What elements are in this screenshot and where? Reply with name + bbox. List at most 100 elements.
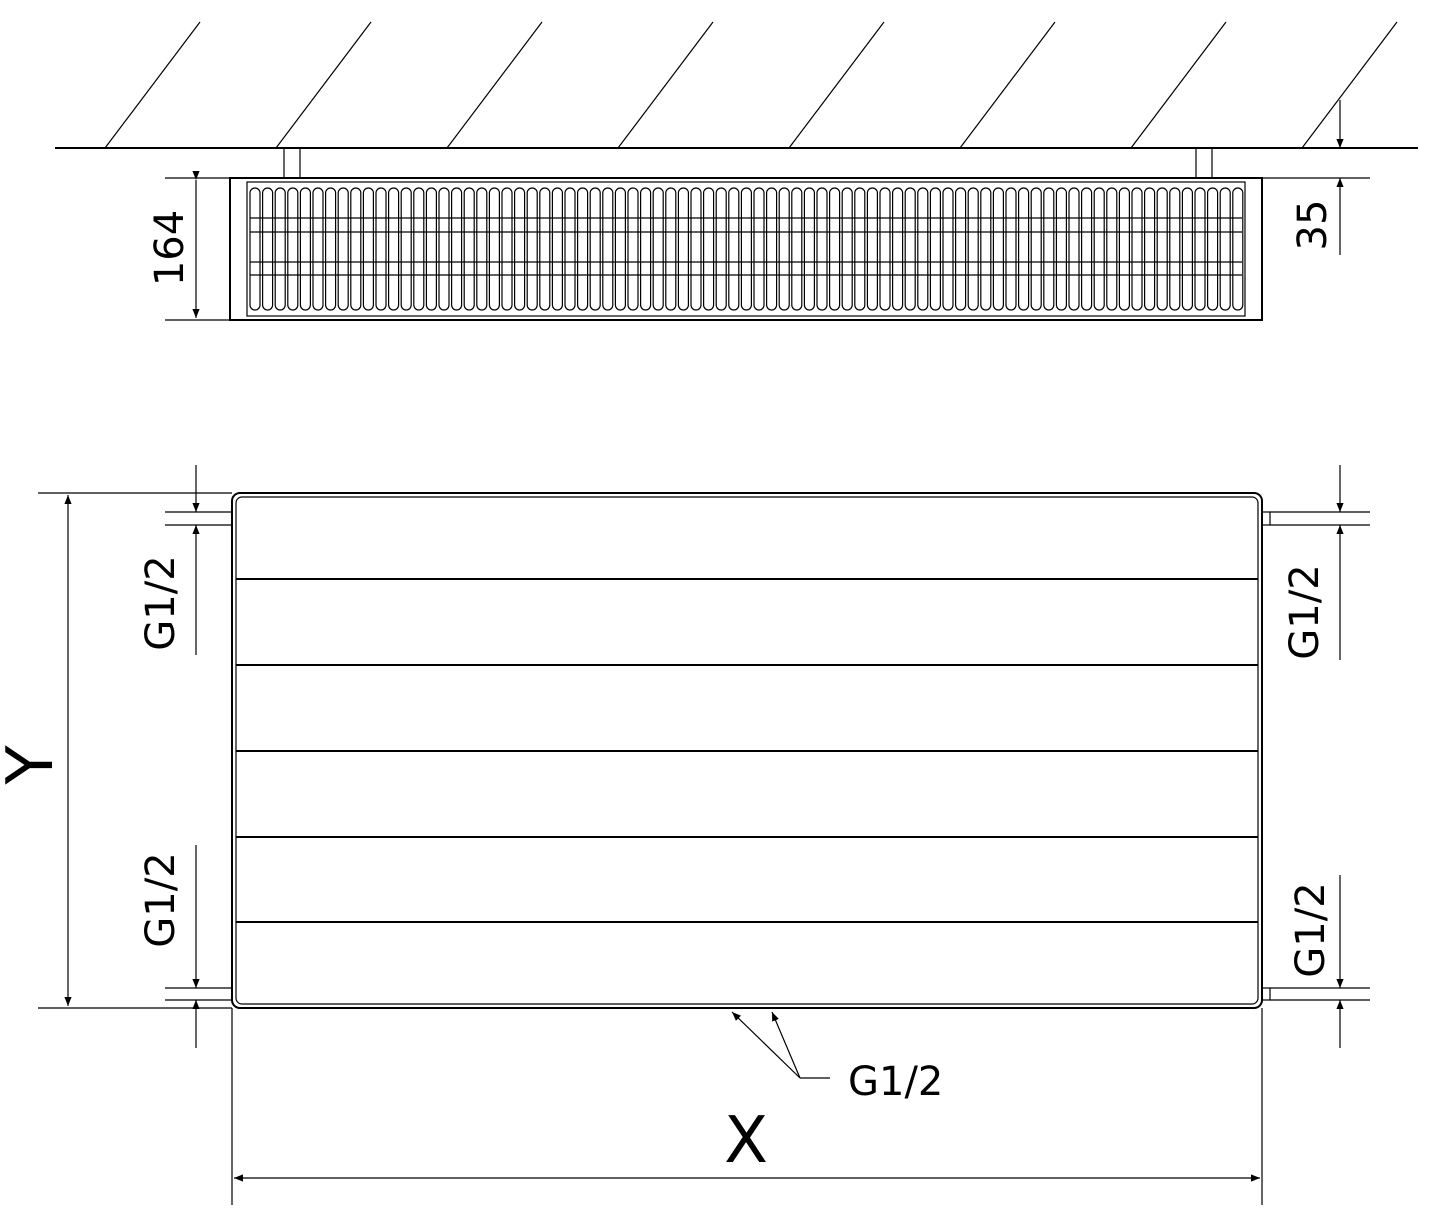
fin: [249, 187, 261, 311]
convector-fins: [249, 187, 1244, 311]
fin: [803, 187, 816, 311]
height-label: Y: [0, 745, 68, 786]
fin: [400, 187, 412, 311]
wall-gap-label: 35: [1290, 200, 1336, 251]
fin: [1143, 187, 1156, 311]
radiator-top-view: [229, 177, 1263, 321]
fin: [1118, 187, 1131, 311]
fin: [980, 187, 992, 311]
fin: [1093, 187, 1105, 311]
hatch-line: [788, 21, 885, 149]
fin: [602, 187, 614, 311]
fin: [816, 187, 828, 311]
left-bottom-connection-label: G1/2: [138, 852, 184, 947]
bottom-connection-label: G1/2: [848, 1059, 943, 1105]
fin: [1043, 187, 1055, 311]
radiator-front-view: [231, 492, 1271, 1009]
fin: [388, 187, 400, 311]
fin: [1030, 187, 1042, 311]
fin: [1106, 187, 1118, 311]
fin: [728, 187, 740, 311]
fin: [1005, 187, 1017, 311]
fin: [1068, 187, 1080, 311]
fin: [1232, 187, 1244, 311]
fin: [350, 187, 362, 311]
fin: [765, 187, 778, 311]
fin: [438, 187, 450, 311]
fin: [992, 187, 1005, 311]
fin: [929, 187, 942, 311]
fin: [841, 187, 853, 311]
hatch-line: [1301, 21, 1398, 149]
hatch-line: [959, 21, 1056, 149]
right-bottom-connection-label: G1/2: [1288, 882, 1334, 977]
width-dimension: X: [231, 1008, 1263, 1205]
fin: [425, 187, 437, 311]
left-top-connection-label: G1/2: [138, 555, 184, 650]
fin: [828, 187, 841, 311]
height-dimension: Y: [0, 492, 232, 1009]
fin: [652, 187, 664, 311]
fin: [513, 187, 526, 311]
bottom-connection-leader: G1/2: [731, 1011, 943, 1105]
fin: [954, 187, 967, 311]
fin: [614, 187, 627, 311]
right-bottom-connection-dimension: G1/2: [1270, 875, 1370, 1048]
fin: [715, 187, 727, 311]
wall-hatching: [104, 21, 1398, 149]
fin: [904, 187, 916, 311]
fin: [451, 187, 463, 311]
fin: [917, 187, 929, 311]
depth-label: 164: [147, 210, 193, 286]
fin: [866, 187, 879, 311]
fin: [627, 187, 639, 311]
fin: [677, 187, 690, 311]
hatch-line: [275, 21, 372, 149]
fin: [690, 187, 702, 311]
hatch-line: [617, 21, 714, 149]
fin: [262, 187, 274, 311]
fin: [879, 187, 891, 311]
fin: [778, 187, 790, 311]
fin: [413, 187, 425, 311]
depth-dimension: 164: [147, 171, 230, 321]
fin: [488, 187, 500, 311]
fin: [476, 187, 488, 311]
fin: [274, 187, 286, 311]
fin: [1017, 187, 1030, 311]
fin: [287, 187, 299, 311]
hatch-line: [1130, 21, 1227, 149]
fin: [526, 187, 538, 311]
fin: [753, 187, 765, 311]
left-bottom-connection-dimension: G1/2: [138, 845, 232, 1048]
fin: [1055, 187, 1068, 311]
fin: [375, 187, 387, 311]
fin: [702, 187, 715, 311]
fin: [1206, 187, 1219, 311]
right-top-connection-dimension: G1/2: [1270, 465, 1370, 660]
hatch-line: [446, 21, 543, 149]
fin: [539, 187, 551, 311]
wall-brackets: [283, 147, 1213, 179]
fin: [299, 187, 311, 311]
fin: [312, 187, 324, 311]
fin: [589, 187, 601, 311]
fin: [942, 187, 954, 311]
fin: [1181, 187, 1194, 311]
fin: [740, 187, 753, 311]
fin: [1131, 187, 1143, 311]
fin: [325, 187, 337, 311]
fin: [1219, 187, 1231, 311]
fin: [1080, 187, 1093, 311]
fin: [1169, 187, 1181, 311]
fin: [576, 187, 589, 311]
wall-gap-dimension: 35: [1262, 100, 1370, 255]
hatch-line: [104, 21, 201, 149]
fin: [1156, 187, 1168, 311]
fin: [639, 187, 652, 311]
width-label: X: [724, 1104, 768, 1178]
fin: [362, 187, 374, 311]
fin: [854, 187, 866, 311]
wall: [55, 21, 1418, 149]
